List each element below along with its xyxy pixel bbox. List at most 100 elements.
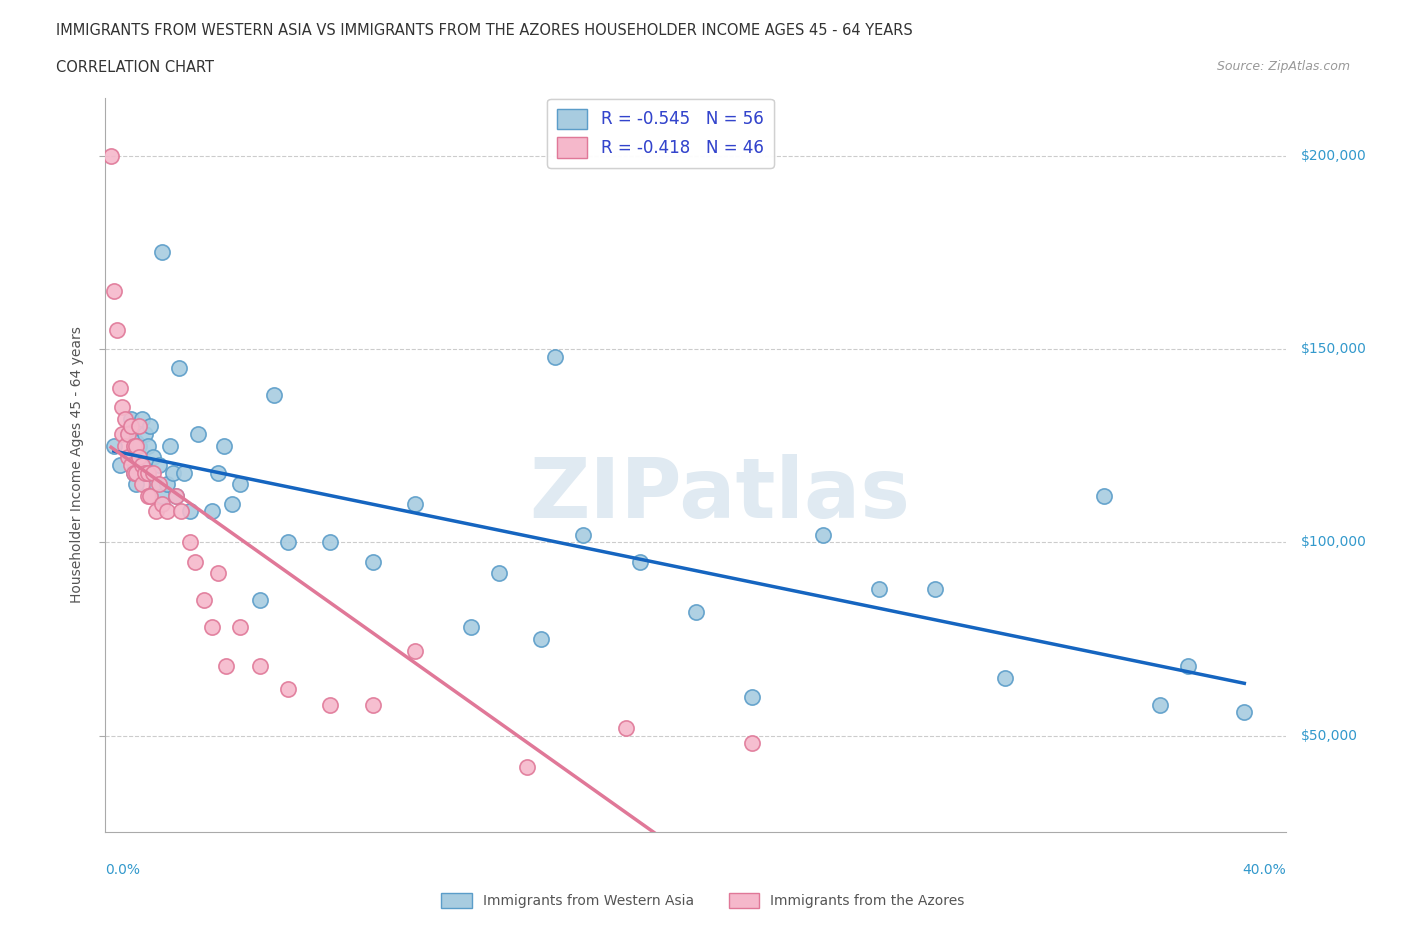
Point [131,411,153,426]
Point [741,689,763,704]
Point [530,631,553,646]
Point [212,438,235,453]
Point [404,497,426,512]
Point [207,565,229,580]
Point [187,427,209,442]
Point [139,488,162,503]
Point [103,284,125,299]
Point [103,438,125,453]
Point [1233,705,1256,720]
Point [142,450,165,465]
Point [179,535,201,550]
Point [120,458,142,472]
Text: $100,000: $100,000 [1301,536,1367,550]
Point [249,658,271,673]
Point [1177,658,1199,673]
Point [221,497,243,512]
Point [150,245,173,259]
Point [516,759,538,774]
Point [120,411,142,426]
Point [361,698,384,712]
Point [114,411,136,426]
Point [249,593,271,608]
Point [488,565,510,580]
Point [1149,698,1171,712]
Point [685,604,707,619]
Text: CORRELATION CHART: CORRELATION CHART [56,60,214,75]
Point [117,427,139,442]
Point [134,465,156,480]
Point [170,504,193,519]
Point [572,527,595,542]
Y-axis label: Householder Income Ages 45 - 64 years: Householder Income Ages 45 - 64 years [70,326,84,604]
Point [131,477,153,492]
Point [159,438,181,453]
Point [128,418,150,433]
Point [173,465,195,480]
Point [544,350,567,365]
Point [108,458,131,472]
Point [994,671,1017,685]
Point [207,465,229,480]
Point [179,504,201,519]
Point [117,450,139,465]
Text: $150,000: $150,000 [1301,342,1367,356]
Point [165,488,187,503]
Point [136,488,159,503]
Point [924,581,946,596]
Point [150,488,173,503]
Point [128,438,150,453]
Point [120,418,142,433]
Point [156,504,179,519]
Text: $50,000: $50,000 [1301,729,1357,743]
Point [614,721,637,736]
Point [229,620,252,635]
Point [628,554,651,569]
Point [114,438,136,453]
Point [139,418,162,433]
Point [120,450,142,465]
Point [460,620,482,635]
Point [150,497,173,512]
Legend: R = -0.545   N = 56, R = -0.418   N = 46: R = -0.545 N = 56, R = -0.418 N = 46 [547,99,773,167]
Point [156,477,179,492]
Point [361,554,384,569]
Point [131,458,153,472]
Point [125,434,148,449]
Point [868,581,890,596]
Point [1092,488,1115,503]
Text: ZIPatlas: ZIPatlas [529,454,910,535]
Point [125,438,148,453]
Point [741,736,763,751]
Text: Source: ZipAtlas.com: Source: ZipAtlas.com [1216,60,1350,73]
Text: 0.0%: 0.0% [105,863,141,877]
Point [167,361,190,376]
Point [134,427,156,442]
Point [148,458,170,472]
Point [117,427,139,442]
Point [229,477,252,492]
Text: 40.0%: 40.0% [1243,863,1286,877]
Point [319,535,342,550]
Point [148,477,170,492]
Point [111,427,134,442]
Point [108,380,131,395]
Point [100,148,122,163]
Point [145,504,167,519]
Point [111,400,134,415]
Point [136,465,159,480]
Point [136,465,159,480]
Point [319,698,342,712]
Point [404,644,426,658]
Point [134,465,156,480]
Point [811,527,834,542]
Point [131,458,153,472]
Point [165,488,187,503]
Point [277,535,299,550]
Point [263,388,285,403]
Point [125,465,148,480]
Point [122,438,145,453]
Point [122,465,145,480]
Point [193,593,215,608]
Point [105,322,128,337]
